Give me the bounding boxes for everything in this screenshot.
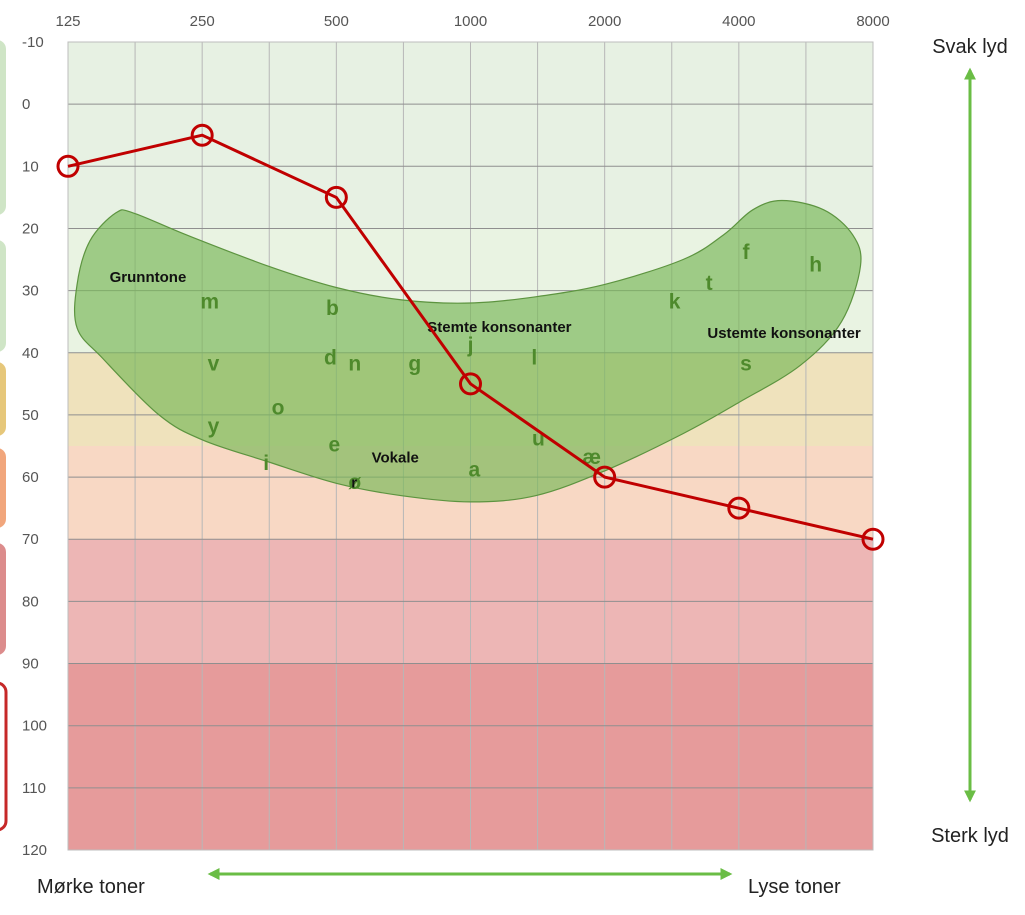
speech-sound-label: d [324, 347, 337, 370]
label-svak-lyd: Svak lyd [932, 36, 1008, 58]
threshold-point [56, 154, 80, 178]
speech-banana [73, 199, 862, 503]
plot-border [67, 41, 874, 851]
y-tick-label: 20 [22, 220, 39, 237]
x-tick-label: 2000 [588, 13, 621, 30]
side-legend-block [0, 543, 6, 655]
speech-sound-label: y [208, 415, 220, 438]
speech-sound-label: k [669, 291, 681, 314]
y-tick-label: -10 [22, 34, 44, 51]
speech-banana-shape [73, 199, 862, 503]
region-label: Grunntone [110, 269, 187, 286]
y-tick-label: 50 [22, 407, 39, 424]
y-tick-label: 80 [22, 593, 39, 610]
speech-sound-label: s [740, 353, 752, 376]
speech-sound-label: t [706, 272, 713, 295]
speech-sound-label: j [467, 334, 474, 357]
x-tick-label: 4000 [722, 13, 755, 30]
region-label: r [351, 474, 357, 491]
speech-sound-label: g [408, 353, 421, 376]
threshold-point [861, 527, 885, 551]
y-tick-label: 0 [22, 96, 30, 113]
label-lyse-toner: Lyse toner [748, 876, 841, 898]
x-tick-labels: 125 250 500 1000 2000 4000 8000 [55, 13, 889, 30]
speech-sound-label: n [348, 353, 361, 376]
hearing-threshold-series [56, 123, 885, 551]
x-tick-label: 8000 [856, 13, 889, 30]
threshold-line [67, 133, 874, 541]
region-label: Ustemte konsonanter [707, 325, 861, 342]
region-label: Stemte konsonanter [427, 319, 571, 336]
side-legend-block [0, 448, 6, 528]
x-tick-label: 500 [324, 13, 349, 30]
threshold-point [324, 185, 348, 209]
y-tick-label: 70 [22, 531, 39, 548]
side-legend-block [0, 40, 6, 215]
speech-sound-label: i [263, 452, 269, 475]
speech-sound-label: v [208, 353, 220, 376]
threshold-point [190, 123, 214, 147]
y-tick-label: 10 [22, 158, 39, 175]
x-tick-label: 125 [55, 13, 80, 30]
threshold-point [593, 465, 617, 489]
side-legend [0, 40, 8, 832]
speech-sound-label: h [809, 253, 822, 276]
speech-sound-label: æ [582, 446, 601, 469]
speech-sound-label: o [272, 396, 285, 419]
y-tick-label: 100 [22, 718, 47, 735]
side-legend-block [0, 362, 6, 436]
y-tick-label: 60 [22, 469, 39, 486]
speech-sound-label: f [742, 241, 750, 264]
y-tick-label: 90 [22, 656, 39, 673]
y-tick-labels: -10 0 10 20 30 40 50 60 70 80 90 100 110 120 [22, 34, 47, 859]
threshold-point [459, 372, 482, 396]
y-tick-label: 120 [22, 842, 47, 859]
speech-sound-label: m [200, 291, 219, 314]
side-legend-block [0, 240, 6, 352]
region-label: Vokale [372, 449, 419, 466]
y-tick-label: 110 [22, 780, 46, 797]
x-tick-label: 1000 [454, 13, 487, 30]
y-tick-label: 40 [22, 345, 39, 362]
label-morke-toner: Mørke toner [37, 876, 145, 898]
speech-sound-label: b [326, 297, 339, 320]
speech-sound-label: ø [348, 471, 361, 494]
threshold-point [727, 496, 751, 520]
side-legend-block [0, 681, 8, 832]
speech-sound-label: l [531, 347, 537, 370]
label-sterk-lyd: Sterk lyd [931, 825, 1009, 847]
speech-sound-label: a [468, 458, 480, 481]
y-tick-label: 30 [22, 283, 39, 300]
speech-sound-label: e [329, 434, 341, 457]
x-tick-label: 250 [190, 13, 215, 30]
